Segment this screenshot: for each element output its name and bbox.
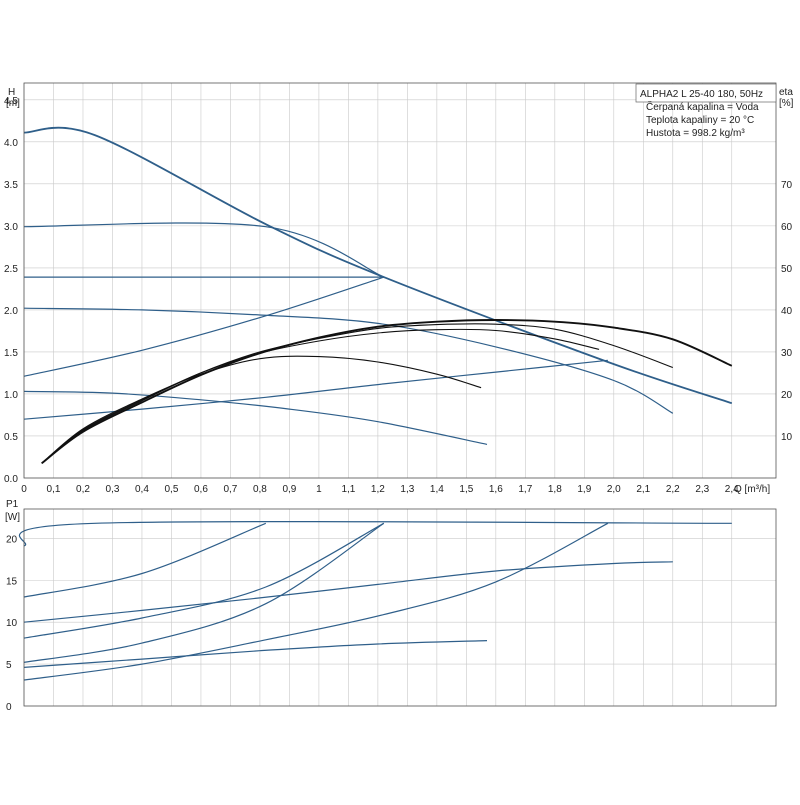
power-chart-axes: 0 5 10 15 20 P1 [W] (5, 499, 777, 713)
x-tick-label: 0,6 (194, 484, 208, 495)
x-tick-label: 1,5 (459, 484, 473, 495)
power-curve-2 (23, 522, 385, 639)
eta-curve-3 (41, 355, 482, 464)
head-y-tick-label: 0.0 (4, 474, 18, 485)
x-tick-label: 0,2 (76, 484, 90, 495)
info-box-line-1: Čerpaná kapalina = Voda (646, 100, 759, 113)
eta-curve-1 (41, 323, 673, 464)
eta-y-tick-label: 30 (781, 348, 793, 359)
eta-y-tick-label: 50 (781, 264, 793, 275)
x-tick-label: 1,3 (400, 484, 414, 495)
eta-curve-2 (41, 328, 600, 464)
x-tick-label: 1,2 (371, 484, 385, 495)
x-tick-label: 1,8 (548, 484, 562, 495)
x-tick-label: 0,1 (47, 484, 61, 495)
eta-y-tick-label: 10 (781, 432, 793, 443)
head-curve-3 (23, 307, 674, 414)
head-chart-curves (23, 126, 733, 465)
head-y-tick-label: 3.0 (4, 222, 18, 233)
head-chart-frame (23, 82, 777, 479)
power-curve-3 (23, 522, 385, 663)
power-axis-unit: [W] (5, 512, 20, 523)
head-y-tick-label: 2.0 (4, 306, 18, 317)
head-curve-4 (23, 390, 488, 445)
eta-y-tick-label: 70 (781, 180, 793, 191)
x-tick-label: 0,3 (106, 484, 120, 495)
head-curve-1 (23, 222, 385, 278)
head-curve-5 (23, 276, 384, 377)
x-tick-label: 0,4 (135, 484, 149, 495)
x-tick-label: 1,1 (341, 484, 355, 495)
x-tick-label: 1 (316, 484, 322, 495)
eta-y-tick-label: 60 (781, 222, 793, 233)
info-box-line-0: ALPHA2 L 25-40 180, 50Hz (640, 89, 763, 100)
head-chart-axes: 0.00.51.01.52.02.53.03.54.04.51020304050… (4, 82, 794, 495)
head-y-tick-label: 4.5 (4, 96, 18, 107)
head-axis-unit: [m] (6, 98, 20, 109)
x-tick-label: 0,5 (164, 484, 178, 495)
power-y-tick-label: 20 (6, 534, 18, 545)
info-box-line-3: Hustota = 998.2 kg/m³ (646, 128, 745, 139)
head-y-tick-label: 1.0 (4, 390, 18, 401)
power-y-tick-label: 10 (6, 618, 18, 629)
info-box-line-2: Teplota kapaliny = 20 °C (646, 115, 754, 126)
power-curve-0 (18, 521, 732, 547)
x-tick-label: 0 (21, 484, 27, 495)
x-tick-label: 2,2 (666, 484, 680, 495)
x-tick-label: 1,6 (489, 484, 503, 495)
x-tick-label: 2,3 (695, 484, 709, 495)
x-tick-label: 1,9 (577, 484, 591, 495)
power-curve-5 (23, 522, 609, 681)
head-y-tick-label: 3.5 (4, 180, 18, 191)
x-tick-label: 2,4 (725, 484, 739, 495)
eta-y-tick-label: 20 (781, 390, 793, 401)
power-chart-frame (23, 508, 777, 707)
eta-axis-unit: [%] (779, 98, 794, 109)
x-tick-label: 2,1 (636, 484, 650, 495)
power-curve-6 (23, 640, 488, 668)
head-y-tick-label: 4.0 (4, 138, 18, 149)
head-y-tick-label: 1.5 (4, 348, 18, 359)
power-y-tick-label: 5 (6, 660, 12, 671)
power-axis-label: P1 (6, 499, 19, 510)
head-y-tick-label: 0.5 (4, 432, 18, 443)
eta-axis-label: eta (779, 87, 793, 98)
x-axis-label: Q [m³/h] (734, 484, 770, 495)
info-box-frame (635, 83, 777, 103)
head-y-tick-label: 2.5 (4, 264, 18, 275)
power-y-tick-label: 0 (6, 702, 12, 713)
power-curve-4 (23, 561, 673, 623)
power-curve-1 (23, 522, 267, 598)
eta-y-tick-label: 40 (781, 306, 793, 317)
x-tick-label: 2,0 (607, 484, 621, 495)
power-chart-curves (18, 521, 732, 681)
head-curve-0 (23, 126, 733, 405)
head-curve-6 (23, 359, 608, 420)
eta-curve-0 (41, 319, 733, 465)
x-tick-label: 1,7 (518, 484, 532, 495)
power-y-tick-label: 15 (6, 576, 18, 587)
x-tick-label: 0,8 (253, 484, 267, 495)
x-tick-label: 0,9 (282, 484, 296, 495)
x-tick-label: 0,7 (223, 484, 237, 495)
x-tick-label: 1,4 (430, 484, 444, 495)
head-axis-label: H (8, 87, 15, 98)
